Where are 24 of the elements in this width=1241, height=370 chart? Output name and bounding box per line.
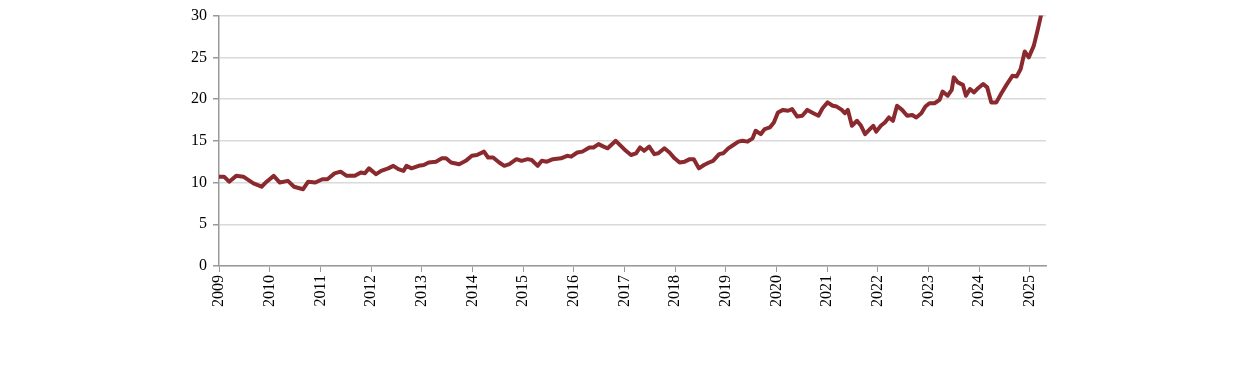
x-tick-label: 2015	[513, 275, 531, 307]
y-tick-label: 10	[191, 172, 207, 190]
x-tick-label: 2024	[969, 275, 987, 307]
x-tick-label: 2019	[715, 275, 733, 307]
x-tick-label: 2016	[563, 275, 581, 307]
x-tick-label: 2013	[411, 275, 429, 307]
x-tick-label: 2021	[817, 275, 835, 307]
x-tick-label: 2022	[867, 275, 885, 307]
y-tick-label: 30	[191, 5, 207, 23]
x-tick-label: 2025	[1019, 275, 1037, 307]
x-tick-label: 2012	[361, 275, 379, 307]
x-tick-label: 2020	[766, 275, 784, 307]
x-tick-label: 2017	[614, 275, 632, 307]
y-tick-label: 20	[191, 89, 207, 107]
x-tick-label: 2018	[665, 275, 683, 307]
x-tick-label: 2014	[462, 275, 480, 307]
y-tick-label: 15	[191, 131, 207, 148]
x-tick-label: 2010	[259, 275, 277, 307]
x-tick-label: 2023	[918, 275, 936, 307]
y-tick-label: 25	[191, 47, 207, 65]
y-tick-label: 0	[199, 256, 207, 274]
x-tick-label: 2011	[310, 275, 328, 307]
x-tick-label: 2009	[209, 275, 227, 307]
y-tick-label: 5	[199, 214, 207, 232]
